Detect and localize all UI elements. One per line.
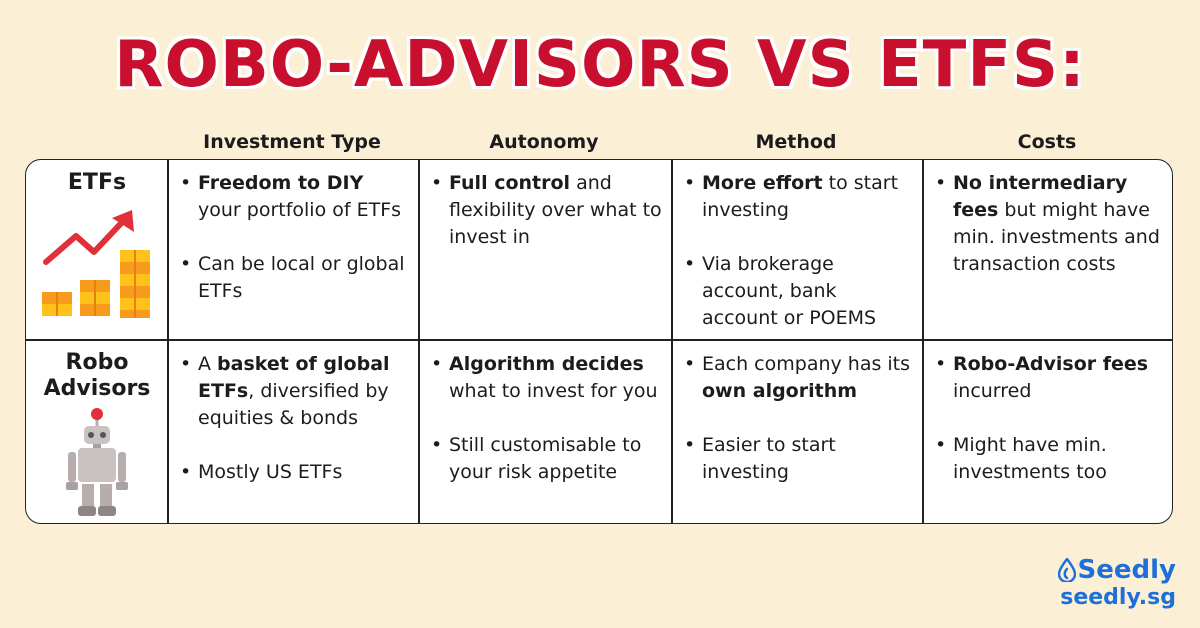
bold-text: Freedom to DIY (198, 172, 364, 194)
list-item: Freedom to DIY your portfolio of ETFs (178, 170, 410, 224)
bold-text: own algorithm (702, 380, 858, 402)
item-text: Might have min. investments too (953, 434, 1107, 483)
row-label-line: Advisors (43, 376, 151, 401)
list-item: No intermediary fees but might have min.… (933, 170, 1166, 278)
bold-text: No intermediary fees (953, 172, 1128, 221)
cell-robo-investment-type: A basket of global ETFs, diversified by … (168, 351, 418, 486)
list-item: Can be local or global ETFs (178, 251, 410, 305)
column-header-investment-type: Investment Type (203, 131, 381, 153)
cell-robo-costs: Robo-Advisor fees incurred Might have mi… (923, 351, 1172, 486)
seedly-logo[interactable]: Seedly seedly.sg (1057, 555, 1176, 612)
column-divider (922, 160, 924, 523)
list-item: Each company has its own algorithm (682, 351, 914, 405)
item-text: Still customisable to your risk appetite (449, 434, 642, 483)
list-item: A basket of global ETFs, diversified by … (178, 351, 410, 432)
item-text: Mostly US ETFs (198, 461, 343, 483)
column-header-autonomy: Autonomy (489, 131, 599, 153)
robot-icon (66, 408, 128, 516)
page-title: ROBO-ADVISORS VS ETFS: (113, 27, 1086, 103)
column-header-costs: Costs (1017, 131, 1077, 153)
list-item: Might have min. investments too (933, 432, 1166, 486)
list-item: Still customisable to your risk appetite (429, 432, 663, 486)
item-text: to start investing (702, 172, 899, 221)
comparison-table: ETFs Freedom to DIY your portfolio of ET… (25, 159, 1173, 524)
rising-bar-chart-icon (42, 210, 150, 318)
item-prefix: A (198, 353, 218, 375)
column-header-method: Method (755, 131, 837, 153)
list-item: Via brokerage account, bank account or P… (682, 251, 914, 332)
item-text: but might have min. investments and tran… (953, 199, 1160, 275)
brand-site: seedly.sg (1060, 585, 1176, 610)
item-text: Can be local or global ETFs (198, 253, 405, 302)
cell-etfs-costs: No intermediary fees but might have min.… (923, 170, 1172, 278)
list-item: Algorithm decides what to invest for you (429, 351, 663, 405)
row-label-line: Robo (65, 350, 129, 375)
bold-text: Algorithm decides (449, 353, 644, 375)
row-divider (26, 339, 1172, 341)
bold-text: Robo-Advisor fees (953, 353, 1149, 375)
column-divider (418, 160, 420, 523)
item-text: what to invest for you (449, 380, 658, 402)
cell-etfs-autonomy: Full control and flexibility over what t… (419, 170, 671, 251)
item-text: your portfolio of ETFs (198, 199, 402, 221)
column-divider (167, 160, 169, 523)
row-label-etfs: ETFs (26, 170, 168, 196)
list-item: More effort to start investing (682, 170, 914, 224)
bold-text: More effort (702, 172, 823, 194)
item-text: , diversified by equities & bonds (198, 380, 389, 429)
item-text: Via brokerage account, bank account or P… (702, 253, 877, 329)
brand-name-row: Seedly (1057, 555, 1176, 585)
cell-etfs-investment-type: Freedom to DIY your portfolio of ETFs Ca… (168, 170, 418, 305)
item-text: incurred (953, 380, 1032, 402)
row-label-line: ETFs (67, 170, 127, 195)
list-item: Easier to start investing (682, 432, 914, 486)
cell-robo-method: Each company has its own algorithm Easie… (672, 351, 922, 486)
list-item: Mostly US ETFs (178, 459, 410, 486)
cell-etfs-method: More effort to start investing Via broke… (672, 170, 922, 332)
row-label-robo-advisors: Robo Advisors (26, 350, 168, 402)
bold-text: basket of global ETFs (198, 353, 390, 402)
item-text: Easier to start investing (702, 434, 836, 483)
item-prefix: Each company has its (702, 353, 911, 375)
bold-text: Full control (449, 172, 571, 194)
column-divider (671, 160, 673, 523)
brand-name: Seedly (1077, 555, 1176, 585)
list-item: Robo-Advisor fees incurred (933, 351, 1166, 405)
item-text: and flexibility over what to invest in (449, 172, 662, 248)
seedly-drop-icon (1057, 558, 1076, 582)
cell-robo-autonomy: Algorithm decides what to invest for you… (419, 351, 671, 486)
list-item: Full control and flexibility over what t… (429, 170, 663, 251)
